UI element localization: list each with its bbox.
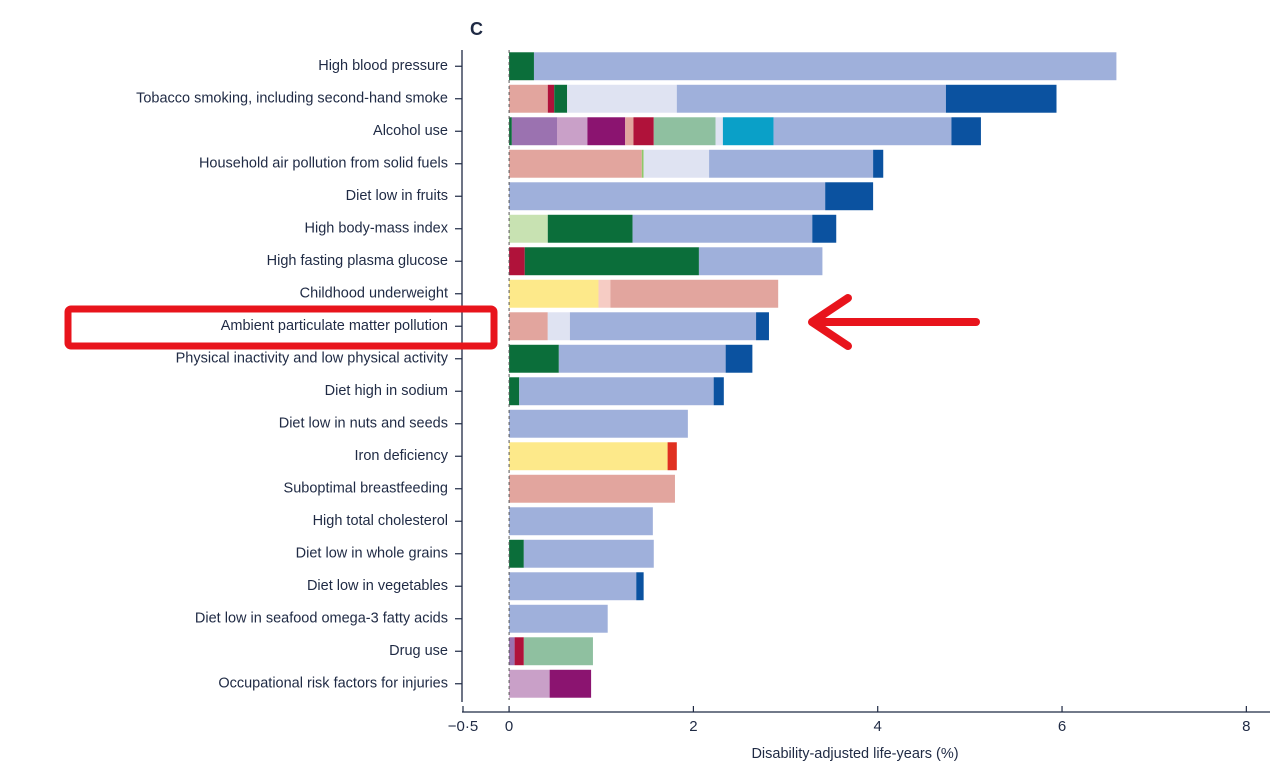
x-tick-label: 8 [1242,718,1250,735]
bar-segment [713,377,724,406]
bar-segment [598,279,611,308]
bar-segment [567,84,677,113]
bar-segment [709,149,874,178]
panel-label: C [470,19,483,39]
bar-segment [554,84,568,113]
bar-segment [610,279,779,308]
bar-segment [509,507,653,536]
bar-segment [667,442,677,471]
bar-segment [825,182,874,211]
bar-segment [625,117,634,146]
bar-segment [643,149,710,178]
bar-segment [569,312,757,341]
bar-segment [653,117,716,146]
bar-segment [725,344,753,373]
bar-segment [547,312,570,341]
bar-segment [549,669,592,698]
x-tick-label: 0 [505,718,513,735]
bar-segment [951,117,981,146]
y-tick-label: Diet high in sodium [325,383,448,399]
bar-segment [722,117,774,146]
bar-segment [812,214,837,243]
bar-segment [633,117,654,146]
bar-segment [509,604,608,633]
bar-segment [509,442,668,471]
bar-segment [533,52,1117,81]
bar-segment [636,572,644,601]
y-tick-label: High total cholesterol [313,513,448,529]
y-tick-label: Diet low in seafood omega-3 fatty acids [195,611,448,627]
bar-segment [509,182,826,211]
x-axis-title: Disability-adjusted life-years (%) [751,746,958,762]
y-tick-label: Diet low in vegetables [307,578,448,594]
bar-segment [557,117,588,146]
bar-segment [523,637,593,666]
bar-segment [514,637,524,666]
bar-segment [509,377,520,406]
y-tick-label: Suboptimal breastfeeding [284,481,448,497]
bar-segment [509,572,637,601]
plot-area: −0·5 0 2 4 6 8 High blood pressure Tobacco smok… [136,50,1251,735]
y-tick-label: Diet low in nuts and seeds [279,416,448,432]
bar-segment [715,117,723,146]
bar-segment [509,117,512,146]
bar-segment [509,149,642,178]
bar-segment [756,312,769,341]
bar-segment [547,84,555,113]
bar-segment [547,214,633,243]
y-tick-label: Diet low in whole grains [296,546,448,562]
y-tick-label: Ambient particulate matter pollution [221,318,448,334]
x-tick-label: −0·5 [448,718,478,735]
bar-segment [511,117,558,146]
bar-segment [773,117,952,146]
y-tick-label: Diet low in fruits [346,188,448,204]
bar-segment [873,149,884,178]
x-tick-label: 4 [874,718,882,735]
bar-segment [509,669,550,698]
y-tick-label: High body-mass index [305,221,449,237]
bar-segment [509,409,688,438]
y-tick-label: High blood pressure [318,58,448,74]
bar-segment [509,312,548,341]
y-tick-label: Drug use [389,643,448,659]
x-tick-label: 2 [689,718,697,735]
bar-segment [632,214,813,243]
y-tick-label: High fasting plasma glucose [267,253,448,269]
y-tick-label: Tobacco smoking, including second-hand s… [136,91,448,107]
bar-segment [558,344,726,373]
bar-segment [509,279,599,308]
bar-segment [641,149,644,178]
highlight-arrow [808,294,980,350]
bar-segment [587,117,626,146]
bar-segment [509,52,534,81]
bar-segment [698,247,823,276]
bar-segment [509,344,559,373]
y-tick-label: Alcohol use [373,123,448,139]
bar-segment [509,637,515,666]
bar-segment [519,377,714,406]
bar-segment [509,247,525,276]
y-tick-label: Household air pollution from solid fuels [199,156,448,172]
bar-segment [509,84,548,113]
bar-segment [676,84,946,113]
highlight-box [64,305,498,350]
arrow-head [808,294,852,350]
bar-segment [523,539,654,568]
y-tick-label: Iron deficiency [355,448,449,464]
bar-segment [509,539,524,568]
bar-segment [509,214,548,243]
bar-segment [945,84,1057,113]
bar-segment [524,247,699,276]
y-tick-label: Physical inactivity and low physical act… [176,351,449,367]
y-tick-label: Childhood underweight [300,286,448,302]
x-tick-label: 6 [1058,718,1066,735]
y-tick-label: Occupational risk factors for injuries [218,676,448,692]
bar-segment [509,474,675,503]
